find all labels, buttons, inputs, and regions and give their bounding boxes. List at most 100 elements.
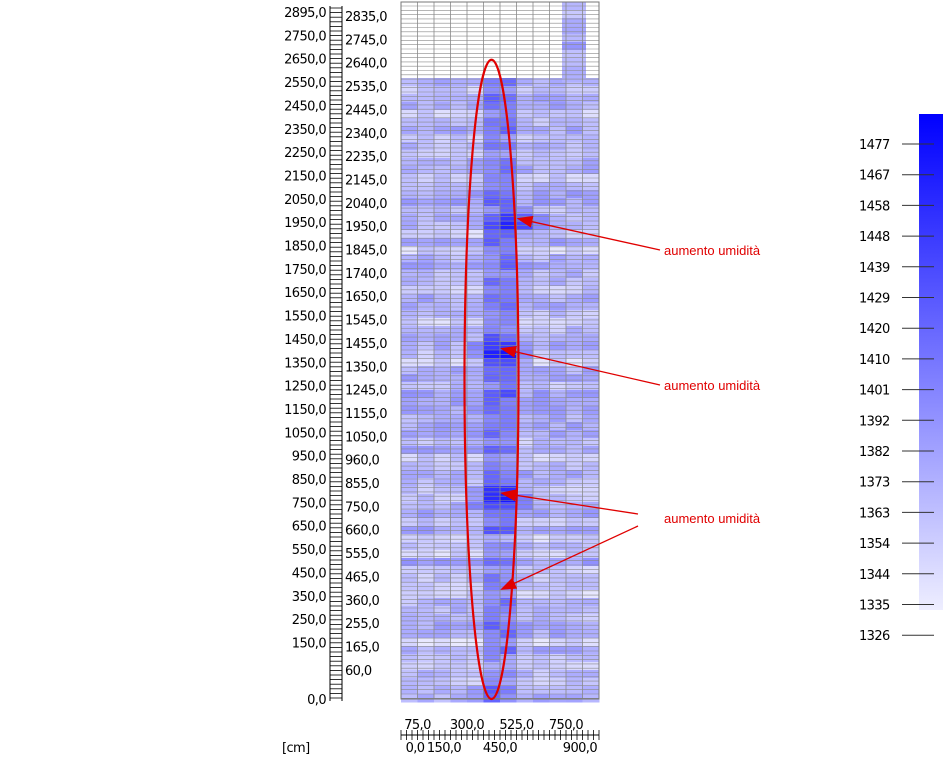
heatmap-cell xyxy=(434,134,451,143)
y-axis-inner-tick-label: 855,0 xyxy=(345,477,380,492)
heatmap-cell xyxy=(417,334,435,343)
colorbar-tick-label: 1326 xyxy=(859,629,890,644)
heatmap-cell xyxy=(434,670,451,679)
heatmap-cell xyxy=(549,438,567,447)
heatmap-cell xyxy=(500,166,517,175)
heatmap-cell xyxy=(417,534,435,543)
y-axis-inner-tick-label: 2745,0 xyxy=(345,33,387,48)
heatmap-cell xyxy=(582,422,600,431)
heatmap-cell xyxy=(401,326,418,335)
heatmap-cell xyxy=(467,430,484,439)
heatmap-cell xyxy=(566,126,583,135)
heatmap-cell xyxy=(417,670,435,679)
heatmap-cell xyxy=(483,438,501,447)
heatmap-cell xyxy=(582,646,600,655)
heatmap-cell xyxy=(516,206,534,215)
heatmap-cell xyxy=(450,438,468,447)
heatmap-cell xyxy=(516,622,534,631)
heatmap-cell xyxy=(450,190,468,199)
heatmap-cell xyxy=(417,606,435,615)
heatmap-cell xyxy=(401,102,418,111)
heatmap-cell xyxy=(467,662,484,671)
heatmap-cell xyxy=(549,678,567,687)
heatmap-cell xyxy=(533,614,550,623)
heatmap-cell xyxy=(467,150,484,159)
heatmap-cell xyxy=(566,670,583,679)
heatmap-cell xyxy=(467,302,484,311)
heatmap-cell xyxy=(401,198,418,207)
heatmap-cell xyxy=(401,270,418,279)
heatmap-cell xyxy=(450,166,468,175)
heatmap-cell xyxy=(582,486,600,495)
heatmap-cell xyxy=(500,510,517,519)
heatmap-cell xyxy=(450,110,468,119)
heatmap-cell xyxy=(467,494,484,503)
heatmap-cell xyxy=(434,246,451,255)
heatmap-cell xyxy=(450,422,468,431)
heatmap-cell xyxy=(582,558,600,567)
heatmap-cell xyxy=(417,646,435,655)
heatmap-cell xyxy=(434,150,451,159)
heatmap-cell xyxy=(450,310,468,319)
heatmap-cell xyxy=(401,230,418,239)
heatmap-cell xyxy=(582,158,600,167)
heatmap-cell xyxy=(450,86,468,95)
heatmap-cell xyxy=(401,214,418,223)
heatmap-cell xyxy=(549,590,567,599)
heatmap-cell xyxy=(516,198,534,207)
heatmap-cell xyxy=(549,166,567,175)
heatmap-cell xyxy=(533,670,550,679)
heatmap-cell xyxy=(467,606,484,615)
heatmap-cell xyxy=(483,478,501,487)
heatmap-cell xyxy=(500,302,517,311)
heatmap-cell xyxy=(500,230,517,239)
y-axis-inner-tick-label: 1245,0 xyxy=(345,384,387,399)
plot-area xyxy=(400,1,600,703)
heatmap-cell xyxy=(566,574,583,583)
heatmap-cell xyxy=(549,86,567,95)
y-axis-inner-tick-label: 2340,0 xyxy=(345,127,387,142)
heatmap-cell xyxy=(582,222,600,231)
heatmap-cell xyxy=(582,566,600,575)
heatmap-cell xyxy=(483,566,501,575)
heatmap-cell xyxy=(549,630,567,639)
heatmap-cell xyxy=(450,302,468,311)
colorbar-tick-label: 1429 xyxy=(859,292,890,307)
heatmap-cell xyxy=(566,662,583,671)
heatmap-cell xyxy=(516,78,534,87)
heatmap-cell xyxy=(533,286,550,295)
heatmap-cell xyxy=(401,78,418,87)
heatmap-cell xyxy=(417,470,435,479)
heatmap-cell xyxy=(417,414,435,423)
heatmap-cell xyxy=(582,134,600,143)
heatmap-cell xyxy=(516,614,534,623)
heatmap-cell xyxy=(566,614,583,623)
heatmap-cell xyxy=(450,94,468,103)
heatmap-cell xyxy=(434,430,451,439)
heatmap-cell xyxy=(417,214,435,223)
heatmap-cell xyxy=(483,526,501,535)
heatmap-cell xyxy=(533,686,550,695)
heatmap-cell xyxy=(533,398,550,407)
heatmap-cell xyxy=(483,318,501,327)
heatmap-cell xyxy=(566,102,583,111)
heatmap-cell xyxy=(434,438,451,447)
heatmap-cell xyxy=(533,542,550,551)
heatmap-cell xyxy=(483,222,501,231)
heatmap-cell xyxy=(401,246,418,255)
heatmap-cell xyxy=(516,246,534,255)
heatmap-cell xyxy=(434,302,451,311)
heatmap-cell xyxy=(516,590,534,599)
heatmap-cell xyxy=(401,478,418,487)
heatmap-cell xyxy=(434,446,451,455)
heatmap-cell xyxy=(483,358,501,367)
heatmap-cell xyxy=(549,230,567,239)
colorbar-tick-label: 1439 xyxy=(859,261,890,276)
heatmap-cell xyxy=(467,558,484,567)
heatmap-cell xyxy=(549,558,567,567)
heatmap-cell xyxy=(533,102,550,111)
y-axis-outer-tick-label: 850,0 xyxy=(292,473,327,488)
heatmap-cell xyxy=(549,542,567,551)
y-axis-outer-tick-label: 2550,0 xyxy=(284,76,326,91)
heatmap-cell xyxy=(549,150,567,159)
